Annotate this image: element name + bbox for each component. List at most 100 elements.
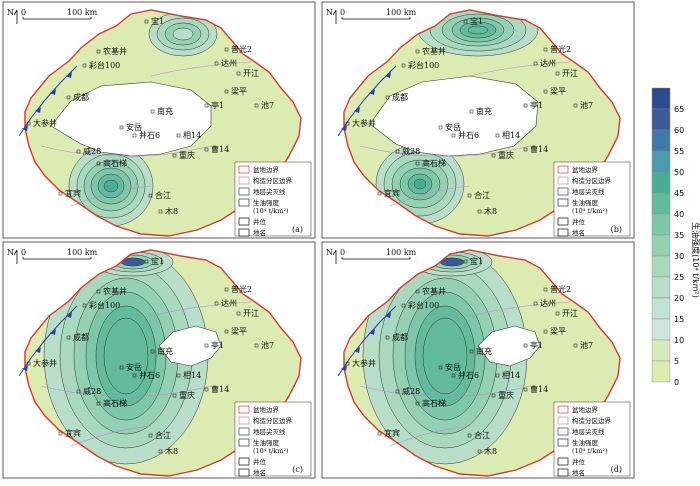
place-marker	[451, 133, 456, 138]
place-marker	[204, 387, 209, 392]
legend-swatch-pinchout	[238, 187, 250, 196]
colorbar-tick: 60	[674, 126, 684, 135]
legend-swatch-basin_boundary	[557, 405, 569, 414]
place-marker	[58, 431, 63, 436]
scale-text: 100 km	[386, 8, 417, 17]
place-chengdu: 成都	[73, 92, 89, 102]
place-marker	[82, 63, 87, 68]
place-marker	[158, 209, 163, 214]
place-nong: 农基井	[422, 286, 446, 296]
scale-bar: 0 100 km	[340, 8, 417, 20]
scale-zero: 0	[340, 248, 345, 257]
colorbar-tick: 40	[674, 210, 684, 219]
scale-bar: 0 100 km	[21, 248, 98, 260]
place-dazhou: 达州	[221, 58, 237, 68]
legend-intensity: 生油强度	[253, 198, 280, 207]
place-anyue: 安岳	[126, 362, 142, 372]
place-marker	[543, 287, 548, 292]
place-marker	[573, 343, 578, 348]
place-mu: 木8	[165, 206, 178, 216]
place-marker	[148, 193, 153, 198]
colorbar-swatch	[651, 87, 671, 110]
legend-swatch-basin_boundary	[238, 405, 250, 414]
place-marker	[469, 349, 474, 354]
pinchout-marker	[354, 107, 360, 113]
place-bai: 宝1	[470, 256, 483, 266]
place-chengdu: 成都	[392, 92, 408, 102]
place-marker	[395, 389, 400, 394]
place-caotan: 曹14	[211, 144, 229, 154]
colorbar-swatch	[651, 339, 671, 362]
colorbar-title: 生油强度(10⁴ t/km²)	[691, 222, 700, 298]
legend-intensity-unit: (10⁴ t/km²)	[572, 447, 608, 455]
contour-line	[103, 317, 149, 395]
scale-line	[341, 257, 411, 260]
legend-swatch-place	[557, 228, 569, 237]
place-nanchong: 南充	[476, 346, 492, 356]
legend-swatch-intensity	[557, 198, 569, 207]
place-gaoshiti: 高石梯	[103, 398, 127, 408]
place-hejiang: 合江	[155, 430, 171, 440]
place-marker	[401, 63, 406, 68]
place-chengdu: 成都	[73, 332, 89, 342]
place-marker	[214, 301, 219, 306]
place-marker	[224, 329, 229, 334]
place-bai: 宝1	[470, 16, 483, 26]
scale-line	[22, 257, 92, 260]
place-dazhou: 达州	[221, 298, 237, 308]
pinchout-marker	[22, 125, 28, 131]
contours	[43, 250, 222, 465]
place-dashenjing: 大参井	[33, 118, 57, 128]
place-caitai: 彩台100	[89, 60, 120, 70]
place-marker	[395, 149, 400, 154]
pinchout-marker	[385, 72, 391, 78]
place-marker	[491, 393, 496, 398]
place-marker	[172, 393, 177, 398]
place-mu: 木8	[484, 206, 497, 216]
pinchout-marker	[341, 365, 347, 371]
legend-well: 井位	[572, 217, 586, 226]
place-marker	[254, 103, 259, 108]
scale-line	[22, 17, 92, 20]
place-dashenjing: 大参井	[352, 358, 376, 368]
colorbar-tick: 25	[674, 273, 684, 282]
colorbar-tick: 20	[674, 294, 684, 303]
legend-well: 井位	[572, 457, 586, 466]
pinchout-marker	[22, 365, 28, 371]
north-arrow: N	[326, 8, 337, 24]
place-tingzhong: 亭1	[211, 100, 224, 110]
colorbar-swatch	[651, 318, 671, 341]
place-marker	[345, 121, 350, 126]
place-mu: 木8	[484, 446, 497, 456]
place-liangping: 梁平	[550, 87, 566, 96]
legend-tectonic_boundary: 构造分区边界	[572, 176, 612, 185]
place-nanchong: 南充	[476, 106, 492, 116]
place-tingzhong: 亭1	[530, 100, 543, 110]
scale-line	[341, 17, 411, 20]
scale-text: 100 km	[67, 248, 98, 257]
legend-swatch-pinchout	[238, 427, 250, 436]
place-dashenjing: 大参井	[352, 118, 376, 128]
place-xiangshan: 相14	[502, 130, 520, 140]
colorbar-swatch	[651, 129, 671, 152]
legend-place: 地名	[572, 228, 585, 237]
place-marker	[236, 311, 241, 316]
panel-label: (c)	[292, 465, 303, 474]
place-caotan: 曹14	[530, 144, 548, 154]
place-anyue: 安岳	[126, 122, 142, 132]
legend-basin_boundary: 盆地边界	[572, 165, 599, 174]
place-hejiang: 合江	[155, 190, 171, 200]
north-arrow-icon	[13, 9, 18, 24]
place-liangping: 梁平	[231, 87, 247, 96]
place-kaijiang: 开江	[243, 309, 259, 318]
place-kaijiang: 开江	[562, 309, 578, 318]
pinchout-marker	[369, 89, 375, 95]
place-pugang: 普光2	[231, 284, 252, 294]
